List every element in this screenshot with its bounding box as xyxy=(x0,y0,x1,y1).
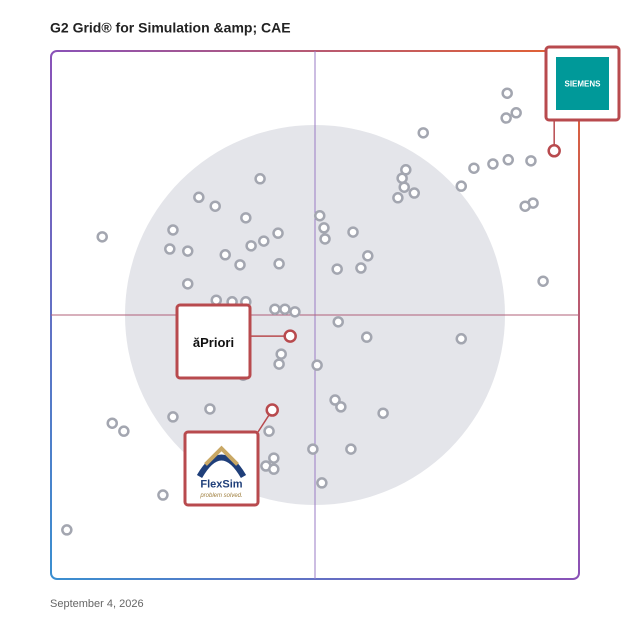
product-point xyxy=(167,411,179,423)
product-point xyxy=(392,192,404,204)
product-point xyxy=(335,401,347,413)
product-point xyxy=(245,240,257,252)
product-point xyxy=(501,87,513,99)
product-point xyxy=(319,233,331,245)
product-point xyxy=(537,275,549,287)
product-point xyxy=(307,443,319,455)
product-point xyxy=(272,227,284,239)
highlight-point xyxy=(283,329,297,343)
product-point xyxy=(204,403,216,415)
product-point xyxy=(209,200,221,212)
product-point xyxy=(289,306,301,318)
logo-text: SIEMENS xyxy=(564,80,601,89)
product-point xyxy=(182,278,194,290)
product-point xyxy=(396,172,408,184)
product-point xyxy=(332,316,344,328)
product-point xyxy=(519,200,531,212)
product-point xyxy=(210,294,223,306)
product-point xyxy=(355,262,367,274)
logo-bg xyxy=(556,57,609,110)
date: September 4, 2026 xyxy=(50,598,144,610)
logo-arch xyxy=(196,454,247,479)
product-point xyxy=(61,524,73,536)
product-point xyxy=(258,235,270,247)
logo-text: ăPriori xyxy=(193,335,234,350)
logo-box xyxy=(183,430,260,507)
logo-arch xyxy=(204,445,239,466)
product-point xyxy=(487,158,499,170)
product-point xyxy=(525,155,537,167)
product-point xyxy=(329,394,341,406)
product-point xyxy=(273,358,285,370)
product-point xyxy=(182,245,194,257)
product-point xyxy=(316,477,328,489)
logo-text: FlexSim xyxy=(200,478,242,490)
product-point xyxy=(345,443,357,455)
product-point xyxy=(331,263,343,275)
product-point xyxy=(510,107,522,119)
title: G2 Grid® for Simulation &amp; CAE xyxy=(50,20,291,36)
product-point xyxy=(234,259,246,271)
product-point xyxy=(279,303,291,315)
product-point xyxy=(254,173,266,185)
product-point xyxy=(408,187,421,199)
product-point xyxy=(106,417,118,429)
product-point xyxy=(318,222,330,234)
highlight-point xyxy=(265,403,279,417)
product-point xyxy=(377,407,389,419)
product-point xyxy=(455,333,468,345)
product-point xyxy=(360,331,373,343)
product-point xyxy=(167,224,179,236)
product-point xyxy=(455,180,468,192)
product-point xyxy=(269,303,281,315)
product-point xyxy=(314,209,326,222)
product-point xyxy=(164,243,176,255)
product-point xyxy=(398,181,410,193)
product-point xyxy=(500,112,512,124)
product-point xyxy=(219,249,231,261)
product-point xyxy=(311,359,323,371)
product-point xyxy=(240,212,252,224)
product-point xyxy=(275,348,287,360)
product-point xyxy=(118,425,130,437)
product-point xyxy=(347,226,359,238)
product-point xyxy=(268,463,280,475)
product-point xyxy=(193,191,205,204)
product-point xyxy=(96,231,108,243)
logo-tagline: problem solved. xyxy=(199,493,242,499)
product-point xyxy=(502,154,514,166)
product-point xyxy=(157,489,169,501)
product-point xyxy=(268,452,280,464)
product-point xyxy=(273,258,285,270)
product-point xyxy=(362,250,374,262)
product-point xyxy=(468,162,480,174)
product-point xyxy=(263,425,275,437)
logo-box xyxy=(175,303,252,380)
product-point xyxy=(417,127,429,139)
highlight-point xyxy=(547,144,561,158)
